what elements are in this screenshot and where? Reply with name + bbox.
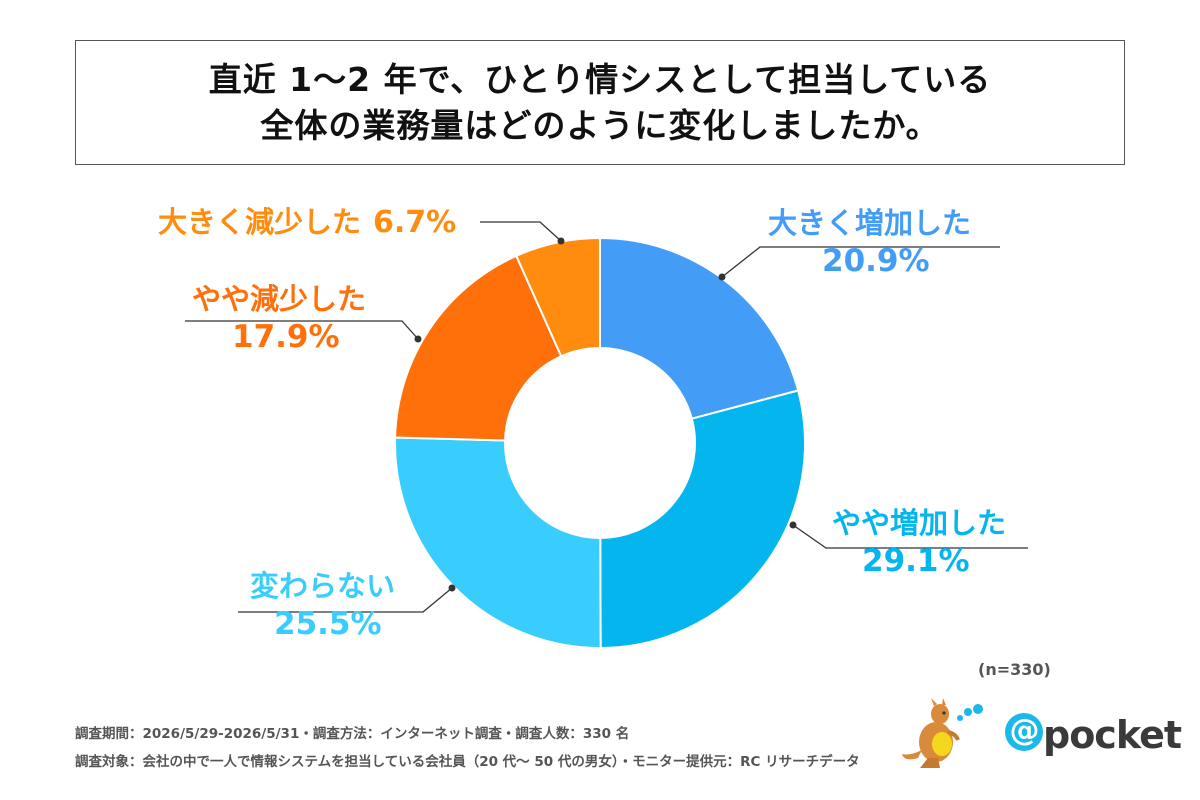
leader-line-slight-decrease [185,320,419,340]
slice-slight-increase [599,389,806,650]
label-name: 大きく減少した [158,205,362,239]
brand-logo-text: @ pocket [1005,713,1182,757]
leader-line-no-change [238,587,453,613]
label-slight-increase: やや増加した 29.1% [832,505,1006,581]
kangaroo-icon [902,698,960,768]
leader-line-slight-increase [792,524,1028,549]
label-name: やや減少した [192,282,367,316]
label-large-decrease: 大きく減少した 6.7% [158,204,456,240]
brand-name: pocket [1043,713,1182,757]
leader-dot-no-change [448,584,456,592]
donut-slices [394,236,806,650]
leader-lines [185,221,1028,613]
title-box: 直近 1～2 年で、ひとり情シスとして担当している 全体の業務量はどのように変化… [75,40,1125,165]
slice-large-increase [599,236,800,420]
sample-size-note: (n=330) [978,660,1051,679]
label-value: 25.5% [274,606,382,642]
label-name: 変わらない [250,569,396,603]
label-no-change: 変わらない 25.5% [250,568,395,644]
label-value: 17.9% [232,319,340,355]
slice-no-change [394,436,602,649]
footnote-survey-target: 調査対象：会社の中で一人で情報システムを担当している会社員（20 代～ 50 代… [75,754,860,770]
label-value: 20.9% [822,243,930,279]
leader-dot-slight-increase [789,521,797,529]
chart-title-line-1: 直近 1～2 年で、ひとり情シスとして担当している [208,59,992,99]
at-sign-icon: @ [1005,713,1043,751]
leader-dot-slight-decrease [414,335,422,343]
leader-line-large-increase [721,246,1000,278]
label-name: やや増加した [832,506,1007,540]
slice-large-decrease [514,236,601,358]
label-slight-decrease: やや減少した 17.9% [192,281,366,357]
leader-dot-large-increase [718,273,726,281]
leader-line-large-decrease [480,221,562,242]
footnote-survey-period: 調査期間：2026/5/29-2026/5/31・調査方法：インターネット調査・… [75,726,630,742]
brand-logo [902,698,983,768]
label-value: 29.1% [862,543,970,579]
label-large-increase: 大きく増加した 20.9% [768,205,971,281]
bubble-dots-icon [957,704,983,721]
label-value: 6.7% [373,205,457,240]
label-name: 大きく増加した [768,206,972,240]
leader-dot-large-decrease [557,237,565,245]
slice-slight-decrease [394,254,563,442]
chart-title-line-2: 全体の業務量はどのように変化しましたか。 [260,105,940,145]
